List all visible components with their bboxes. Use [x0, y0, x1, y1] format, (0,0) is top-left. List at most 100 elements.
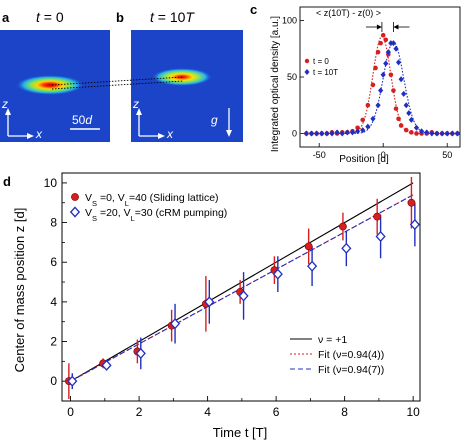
- panel-d-ylabel: Center of mass position z [d]: [12, 208, 27, 373]
- panel-b-image: [131, 30, 243, 142]
- panel-d-legend-label-part: L: [125, 199, 129, 208]
- panel-c-point-t0: [391, 88, 396, 93]
- panel-b-letter: b: [116, 10, 124, 25]
- panel-c-point-t10: [308, 130, 315, 137]
- panel-c-arrowhead-right: [393, 24, 399, 30]
- panel-c-point-t10: [444, 130, 450, 137]
- panel-a-atom-cloud: [16, 75, 84, 95]
- panel-d-point-crm: [375, 230, 386, 243]
- panel-d-xtick-label: 8: [341, 405, 348, 419]
- panel-b-gravity-label: g: [211, 113, 218, 127]
- panel-d-legend-line-label: ν = +1: [318, 334, 347, 346]
- panel-d-legend-label-part: =0, V: [97, 192, 125, 204]
- panel-c-point-t0: [403, 127, 409, 133]
- panel-c-point-t10: [380, 71, 386, 78]
- panel-a-axes-icon: [5, 108, 34, 139]
- panel-d-legend-label: VS =20, VL=30 (cRM pumping): [85, 207, 227, 223]
- panel-c-point-t10: [406, 110, 412, 117]
- panel-c-point-t10: [383, 60, 389, 67]
- panel-d-legend-label-part: =40 (Sliding lattice): [129, 192, 219, 204]
- panel-d-legend-label-part: =30 (cRM pumping): [135, 207, 228, 219]
- panel-c-point-t10: [339, 130, 345, 137]
- panel-c-point-t10: [413, 124, 420, 131]
- panel-c-point-t10: [390, 40, 397, 47]
- panel-c-point-t10: [303, 130, 309, 137]
- panel-d-ytick-label: 10: [44, 176, 58, 190]
- panel-c-point-t0: [375, 49, 381, 55]
- panel-d-legend-label-part: V: [85, 192, 92, 204]
- panel-c-chart: c < z(10T) - z(0) > Integrated optical d…: [250, 2, 461, 165]
- panel-c-xlabel: Position [d]: [339, 154, 389, 165]
- panel-d-legend-marker: [69, 206, 81, 218]
- panel-d-point-crm: [169, 318, 181, 330]
- panel-c-point-t10: [454, 130, 461, 137]
- panel-c-point-t10: [324, 130, 330, 137]
- panel-c-xtick-label: 0: [381, 150, 386, 160]
- panel-c-point-t0: [373, 65, 378, 71]
- panel-c-point-t10: [408, 116, 414, 123]
- panel-d-line-solid: [70, 182, 414, 382]
- panel-b-title-var: t: [150, 9, 155, 25]
- panel-d-legend-line-label: Fit (ν=0.94(4)): [318, 349, 384, 361]
- panel-d-legend-label-part: L: [131, 214, 135, 223]
- panel-c-point-t10: [434, 130, 440, 137]
- panel-c-frame: [299, 6, 461, 148]
- panel-b-x-label: x: [166, 127, 174, 141]
- panel-d-legend-marker: [71, 193, 79, 201]
- panel-d-point-crm: [272, 268, 283, 280]
- panel-c-point-t10: [398, 76, 404, 83]
- panel-d-point-sliding: [373, 212, 382, 221]
- center-guide-lines: [51, 76, 184, 90]
- panel-c-point-t10: [344, 129, 350, 136]
- panel-c-fit-t10: [300, 41, 460, 135]
- panel-c-point-t10: [429, 130, 435, 137]
- panel-c-point-t0: [393, 106, 399, 111]
- panel-d-point-crm: [67, 375, 78, 387]
- panel-c-point-t10: [349, 129, 356, 136]
- panel-c-point-t10: [393, 45, 399, 52]
- panel-d-ytick-label: 4: [50, 295, 57, 309]
- panel-d-ytick-label: 6: [50, 255, 57, 269]
- panel-c-point-t10: [314, 130, 320, 137]
- panel-a-title: t = 0: [36, 9, 64, 25]
- panel-c-letter: c: [250, 2, 257, 17]
- panel-c-point-t0: [398, 123, 404, 128]
- panel-c-point-t0: [388, 72, 394, 78]
- panel-d-chart: d Center of mass position z [d] Time t […: [3, 172, 421, 440]
- panel-a: a t = 0 z x 50d: [0, 9, 110, 142]
- panel-c-xtick-label: 50: [442, 150, 452, 160]
- panel-d-point-crm: [341, 242, 352, 254]
- panel-c-point-t10: [403, 102, 409, 109]
- panel-d-xtick-label: 0: [67, 405, 74, 419]
- panel-c-point-t0: [414, 131, 419, 136]
- panel-d-point-sliding: [304, 242, 313, 251]
- panel-c-point-t10: [365, 123, 371, 130]
- panel-c-point-t10: [419, 128, 425, 135]
- panel-c-ytick-label: 50: [287, 72, 297, 82]
- panel-c-point-t10: [449, 130, 455, 137]
- panel-d-point-crm: [409, 218, 420, 231]
- panel-a-title-var: t: [36, 9, 41, 25]
- panel-c-point-t10: [360, 127, 366, 134]
- panel-c-point-t0: [378, 40, 383, 46]
- panel-c-point-t0: [360, 117, 366, 123]
- panel-d-point-crm: [307, 260, 318, 272]
- panel-d-xtick-label: 10: [406, 405, 420, 419]
- panel-c-point-t10: [378, 87, 384, 94]
- panel-a-letter: a: [2, 10, 10, 25]
- panel-d-legend-label-part: S: [92, 214, 97, 223]
- panel-c-point-t0: [365, 102, 371, 108]
- panel-a-title-val: = 0: [40, 9, 64, 25]
- panel-d-legend-label-part: S: [92, 199, 97, 208]
- panel-d-letter: d: [3, 174, 11, 189]
- panel-c-point-t10: [329, 130, 335, 137]
- gravity-arrow-icon: [226, 108, 232, 137]
- panel-c-point-t0: [409, 130, 414, 135]
- panel-d-xtick-label: 2: [136, 405, 143, 419]
- panel-c-ylabel: Integrated optical density [a.u.]: [270, 16, 281, 152]
- panel-a-scale-label: 50d: [72, 113, 92, 127]
- panel-c-point-t10: [355, 128, 361, 135]
- panel-d-point-crm: [101, 359, 112, 371]
- panel-d-point-crm: [135, 347, 146, 359]
